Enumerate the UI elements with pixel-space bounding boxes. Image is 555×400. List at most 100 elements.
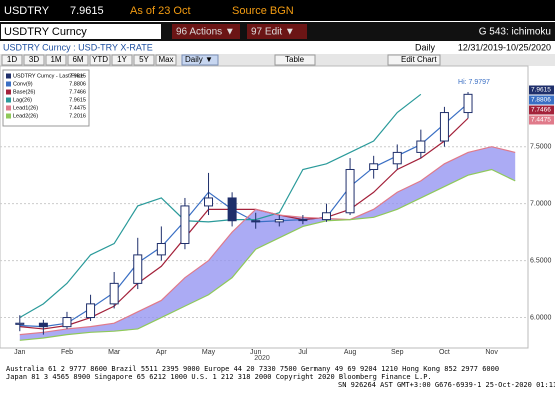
x-tick-label: Nov xyxy=(485,349,498,356)
x-tick-label: Sep xyxy=(391,349,404,356)
x-tick-label: Oct xyxy=(439,349,450,356)
x-tick-label: Feb xyxy=(61,349,73,356)
legend-value: 7.4475 xyxy=(69,105,86,111)
candle-body xyxy=(416,140,426,153)
indicator-line xyxy=(19,146,516,336)
x-tick-label: Apr xyxy=(156,349,168,356)
x-tick-label: Jun xyxy=(250,349,261,356)
security: USDTRY Curncy xyxy=(4,26,87,38)
x-tick-label: Jan xyxy=(14,349,25,356)
indicator-line xyxy=(19,168,516,341)
range-button[interactable] xyxy=(133,54,155,66)
range-button-label: 3D xyxy=(29,55,39,64)
range-button-label: 1Y xyxy=(117,55,127,64)
annotation: Hi: 7.9797 xyxy=(458,79,490,86)
candle-body xyxy=(156,243,166,256)
range-button-label: 1D xyxy=(7,55,17,64)
value-tag xyxy=(529,105,554,115)
edit-chart-label: Edit Chart xyxy=(401,55,437,64)
actions-button[interactable] xyxy=(172,24,240,39)
value-tag xyxy=(529,85,554,95)
candle-body xyxy=(86,303,96,319)
edit-button[interactable] xyxy=(247,24,307,39)
table-button-label: Table xyxy=(285,55,305,64)
legend-swatch xyxy=(6,113,11,119)
legend-label: Lead2(26) xyxy=(13,113,38,119)
candle-body xyxy=(227,197,237,222)
frequency-button-label: Daily ▼ xyxy=(185,55,213,64)
range-button-label: Max xyxy=(158,55,173,64)
range-button-label: 6M xyxy=(72,55,83,64)
range-button[interactable] xyxy=(89,54,111,66)
candle-body xyxy=(38,322,48,328)
range-button[interactable] xyxy=(23,54,45,66)
candle-body xyxy=(439,112,449,142)
candle-body xyxy=(109,282,119,305)
plot: 6.0000 6.5000 7.0000 7.5000 Jan Feb Mar Apr May J… xyxy=(0,65,554,356)
as-of: As of 23 Oct xyxy=(130,5,191,17)
range-button[interactable] xyxy=(155,54,177,66)
edit-chart-button[interactable] xyxy=(387,54,441,66)
legend-value: 7.9615 xyxy=(69,97,86,103)
legend-swatch xyxy=(6,97,11,103)
info-bar xyxy=(0,42,555,54)
range-button[interactable] xyxy=(45,54,67,66)
legend-label: Base(26) xyxy=(13,89,35,95)
x-tick-label: Aug xyxy=(344,349,357,356)
description: USDTRY Curncy : USD-TRY X-RATE xyxy=(3,42,153,52)
edit-label: 97 Edit ▼ xyxy=(251,27,295,38)
legend-label: Lag(26) xyxy=(13,97,32,103)
ticker: USDTRY xyxy=(4,5,50,17)
legend-value: 7.9615 xyxy=(69,73,86,79)
footer-line: Japan 81 3 4565 8900 Singapore 65 6212 1… xyxy=(6,373,432,381)
candle-body xyxy=(251,220,261,223)
y-tick-label: 7.5000 xyxy=(530,144,552,151)
range-button[interactable] xyxy=(111,54,133,66)
date-range: 12/31/2019-10/25/2020 xyxy=(458,42,551,52)
range-button-label: 5Y xyxy=(139,55,149,64)
candle-body xyxy=(369,163,379,170)
range-button[interactable] xyxy=(67,54,89,66)
range-buttons: 1D 3D 1M 6M YTD 1Y 5Y Max xyxy=(1,54,177,66)
indicator-line xyxy=(19,93,422,319)
legend-value: 7.7466 xyxy=(69,89,86,95)
value-tag xyxy=(529,115,554,125)
table-button[interactable] xyxy=(274,54,316,66)
range-button-label: YTD xyxy=(92,55,108,64)
legend-swatch xyxy=(6,73,11,79)
security-box[interactable] xyxy=(1,24,161,39)
candle-body xyxy=(62,317,72,328)
x-tick-label: Mar xyxy=(108,349,121,356)
frequency-button[interactable] xyxy=(181,54,219,66)
price: 7.9615 xyxy=(70,5,104,17)
range-button[interactable] xyxy=(1,54,23,66)
value-tag-label: 7.7466 xyxy=(531,107,551,114)
legend-label: USDTRY Curncy - Last Price xyxy=(13,73,84,79)
x-tick-label: Jul xyxy=(298,349,307,356)
y-tick-label: 7.0000 xyxy=(530,200,552,207)
x-tick-label: May xyxy=(202,349,216,356)
legend-swatch xyxy=(6,81,11,87)
candle-body xyxy=(321,212,331,221)
legend-swatch xyxy=(6,89,11,95)
candle-body xyxy=(345,168,355,214)
legend-swatch xyxy=(6,105,11,111)
footer-line: Australia 61 2 9777 8600 Brazil 5511 239… xyxy=(6,365,499,373)
candle-body xyxy=(133,254,143,284)
year-label: 2020 xyxy=(254,355,270,362)
value-tag xyxy=(529,95,554,105)
y-tick-label: 6.5000 xyxy=(530,257,552,264)
candle-body xyxy=(274,219,284,223)
value-tag-label: 7.8806 xyxy=(531,97,551,104)
candle-body xyxy=(204,197,214,207)
legend-value: 7.2016 xyxy=(69,113,86,119)
source: Source BGN xyxy=(232,5,294,17)
value-tag-label: 7.9615 xyxy=(531,87,551,94)
range-button-label: 1M xyxy=(50,55,61,64)
frequency: Daily xyxy=(415,42,436,52)
candle-body xyxy=(180,205,190,245)
value-tag-label: 7.4475 xyxy=(531,117,551,124)
